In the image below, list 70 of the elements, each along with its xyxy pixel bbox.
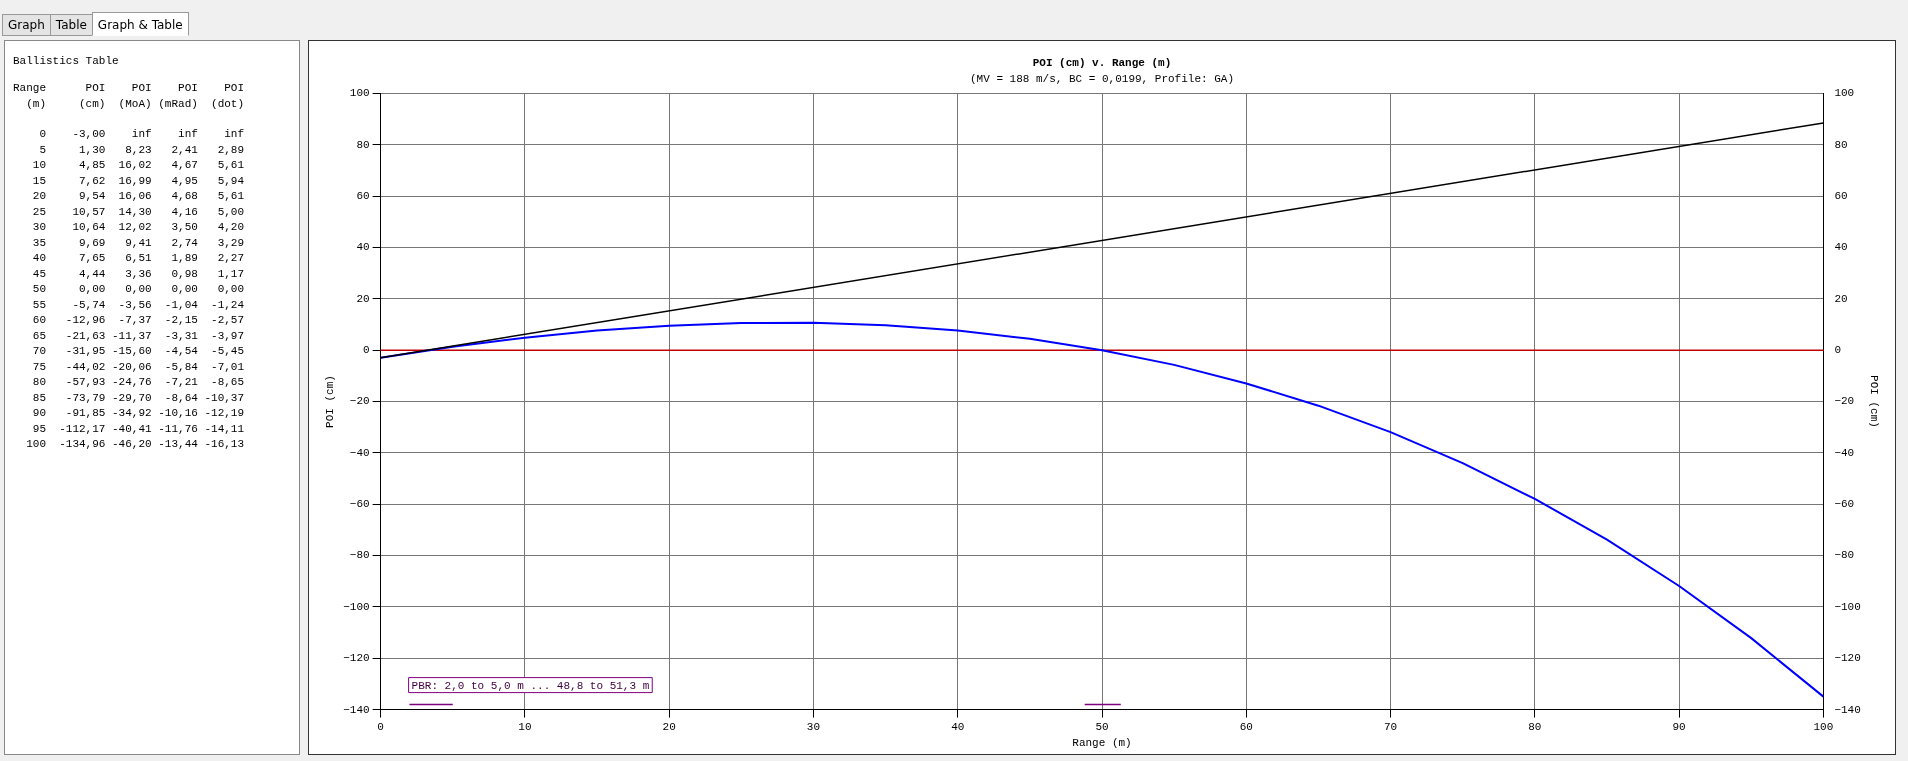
text: Table xyxy=(49,14,93,36)
chart-subtitle: (MV = 188 m/s, BC = 0,0199, Profile: GA) xyxy=(969,72,1235,85)
y2-tick-label: 100 xyxy=(1834,87,1855,100)
text: 50 0,00 0,00 0,00 0,00 xyxy=(31,282,246,297)
y-tick-label: −60 xyxy=(349,498,370,511)
text: Graph xyxy=(2,14,51,36)
y-tick-label: −20 xyxy=(349,395,370,408)
text: 25 10,57 14,30 4,16 5,00 xyxy=(31,204,246,220)
y-tick-label: 20 xyxy=(356,292,370,305)
text: 75 -44,02 -20,06 -5,84 -7,01 xyxy=(31,359,246,375)
text: Graph & Table xyxy=(91,12,189,36)
text: 30 10,64 12,02 3,50 4,20 xyxy=(31,220,246,235)
text: 45 4,44 3,36 0,98 1,17 xyxy=(31,266,246,282)
text: 0 -3,00 inf inf inf xyxy=(38,127,246,142)
y-axis-title: POI (cm) xyxy=(323,375,336,428)
text: Range POI POI POI POI xyxy=(13,81,246,96)
text: 5 1,30 8,23 2,41 2,89 xyxy=(38,142,246,158)
y-tick-label: −120 xyxy=(343,652,370,665)
text: 65 -21,63 -11,37 -3,31 -3,97 xyxy=(31,328,246,344)
y-tick-label: 0 xyxy=(362,344,370,357)
y2-tick-label: 60 xyxy=(1834,190,1848,203)
y2-tick-label: 80 xyxy=(1834,138,1848,151)
text: 35 9,69 9,41 2,74 3,29 xyxy=(31,235,246,251)
x-tick-label: 50 xyxy=(1095,721,1109,734)
y2-tick-label: −100 xyxy=(1834,600,1861,613)
text: 85 -73,79 -29,70 -8,64 -10,37 xyxy=(31,390,246,406)
x-tick-label: 20 xyxy=(662,721,676,734)
text: 10 4,85 16,02 4,67 5,61 xyxy=(31,158,246,173)
y-tick-label: −140 xyxy=(343,703,370,716)
x-tick-label: 70 xyxy=(1383,721,1398,734)
text: 70 -31,95 -15,60 -4,54 -5,45 xyxy=(31,344,246,359)
text: 100 -134,96 -46,20 -13,44 -16,13 xyxy=(25,437,246,452)
y-tick-label: −80 xyxy=(349,549,370,562)
y2-tick-label: −20 xyxy=(1834,395,1855,408)
text: Ballistics Table xyxy=(13,55,120,67)
y2-tick-label: 0 xyxy=(1834,344,1842,357)
text: 90 -91,85 -34,92 -10,16 -12,19 xyxy=(31,406,246,421)
y2-tick-label: −140 xyxy=(1834,703,1861,716)
y-tick-label: 40 xyxy=(356,241,370,254)
text: 95 -112,17 -40,41 -11,76 -14,11 xyxy=(31,421,246,437)
x-tick-label: 80 xyxy=(1528,721,1542,734)
y-tick-label: 60 xyxy=(356,190,370,203)
y2-tick-label: 40 xyxy=(1834,241,1848,254)
y2-axis-title: POI (cm) xyxy=(1868,375,1881,428)
chart-title: POI (cm) v. Range (m) xyxy=(1032,57,1172,70)
x-axis-title: Range (m) xyxy=(1072,737,1132,750)
text: 15 7,62 16,99 4,95 5,94 xyxy=(31,173,246,189)
y2-tick-label: −120 xyxy=(1834,652,1861,665)
text: 80 -57,93 -24,76 -7,21 -8,65 xyxy=(31,375,246,390)
text: 20 9,54 16,06 4,68 5,61 xyxy=(31,189,246,204)
text: 40 7,65 6,51 1,89 2,27 xyxy=(31,251,246,266)
x-tick-label: 100 xyxy=(1813,721,1834,734)
x-tick-label: 90 xyxy=(1672,721,1686,734)
text: 55 -5,74 -3,56 -1,04 -1,24 xyxy=(31,297,246,313)
y2-tick-label: −40 xyxy=(1834,446,1855,459)
y-tick-label: 80 xyxy=(356,138,370,151)
y-tick-label: −100 xyxy=(343,600,370,613)
x-tick-label: 10 xyxy=(518,721,532,734)
x-tick-label: 0 xyxy=(377,721,384,734)
y-tick-label: −40 xyxy=(349,446,370,459)
y-tick-label: 100 xyxy=(349,87,370,100)
x-tick-label: 30 xyxy=(806,721,821,734)
x-tick-label: 60 xyxy=(1239,721,1253,734)
annotation: PBR: 2,0 to 5,0 m ... 48,8 to 51,3 m xyxy=(411,679,650,692)
y2-tick-label: −80 xyxy=(1834,549,1855,562)
text: 60 -12,96 -7,37 -2,15 -2,57 xyxy=(31,313,246,328)
x-tick-label: 40 xyxy=(951,721,965,734)
text: (m) (cm) (MoA) (mRad) (dot) xyxy=(25,96,246,112)
y2-tick-label: 20 xyxy=(1834,292,1848,305)
y2-tick-label: −60 xyxy=(1834,498,1855,511)
